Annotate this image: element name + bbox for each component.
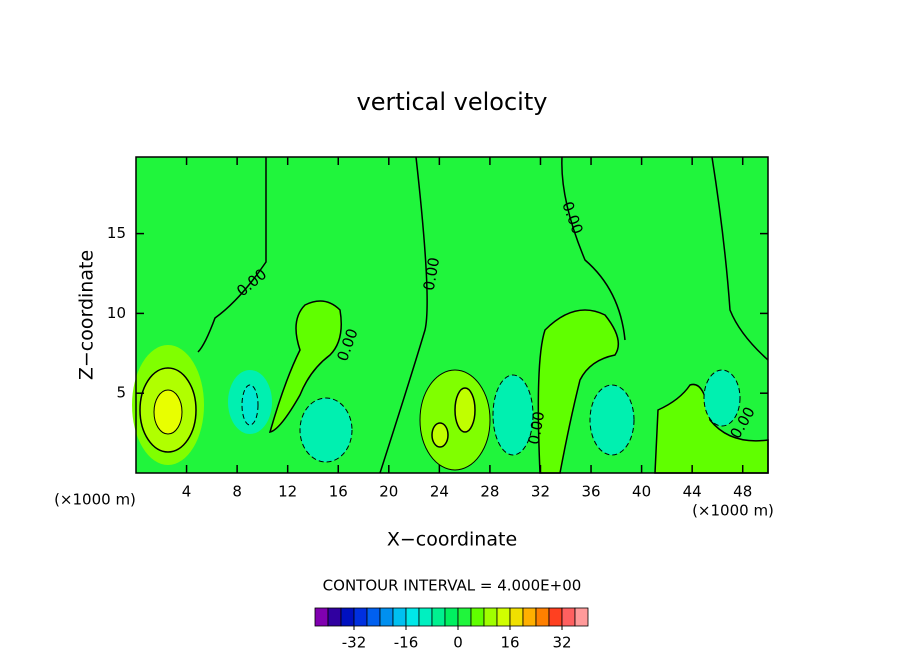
contour-interval: CONTOUR INTERVAL = 4.000E+00	[323, 577, 582, 595]
x-tick-label: 36	[581, 483, 600, 501]
x-unit-label: (×1000 m)	[692, 502, 774, 520]
colorbar-box	[522, 607, 537, 627]
colorbar-box	[457, 607, 472, 627]
colorbar-box	[561, 607, 576, 627]
region	[299, 397, 353, 463]
colorbar-box	[431, 607, 446, 627]
colorbar-tick-label: -16	[394, 634, 419, 652]
colorbar-box	[574, 607, 589, 627]
region	[153, 389, 183, 435]
x-tick-label: 44	[683, 483, 702, 501]
colorbar-tick-label: 16	[500, 634, 519, 652]
y-axis-label: Z−coordinate	[76, 250, 98, 380]
region	[431, 422, 449, 448]
x-axis-label: X−coordinate	[387, 529, 517, 551]
x-tick-label: 32	[531, 483, 550, 501]
colorbar-box	[483, 607, 498, 627]
contour-line	[711, 156, 769, 361]
x-tick-label: 16	[329, 483, 348, 501]
region	[589, 384, 635, 456]
contour-line	[197, 157, 267, 353]
region	[136, 157, 425, 473]
colorbar-box	[470, 607, 485, 627]
colorbar-box	[392, 607, 407, 627]
chart-title: vertical velocity	[357, 88, 548, 116]
plot-frame	[135, 156, 769, 474]
region	[419, 369, 491, 471]
colorbar-box	[353, 607, 368, 627]
colorbar-box	[314, 607, 329, 627]
colorbar-box	[535, 607, 550, 627]
x-tick-label: 4	[182, 483, 192, 501]
colorbar-tick-label: 0	[453, 634, 463, 652]
contour-label: 0.00	[420, 256, 444, 292]
region	[703, 369, 741, 427]
colorbar-box	[548, 607, 563, 627]
colorbar-box	[418, 607, 433, 627]
contour-label: 0.00	[525, 410, 549, 446]
region	[268, 300, 342, 433]
contour-field	[132, 156, 769, 474]
region	[454, 387, 476, 433]
region	[537, 309, 620, 474]
x-tick-label: 48	[733, 483, 752, 501]
colorbar-box	[366, 607, 381, 627]
colorbar-box	[379, 607, 394, 627]
colorbar-box	[405, 607, 420, 627]
colorbar-tick-label: 32	[552, 634, 571, 652]
x-tick-label: 24	[430, 483, 449, 501]
x-tick-label: 40	[632, 483, 651, 501]
colorbar-tick-label: -32	[342, 634, 367, 652]
colorbar-box	[340, 607, 355, 627]
contour-line	[561, 156, 626, 341]
x-tick-label: 12	[278, 483, 297, 501]
contour-line	[379, 156, 428, 474]
colorbar-box	[444, 607, 459, 627]
region	[241, 384, 259, 426]
region	[492, 374, 534, 456]
x-tick-label: 20	[379, 483, 398, 501]
colorbar-box	[327, 607, 342, 627]
x-unit-label: (×1000 m)	[54, 491, 136, 509]
colorbar-box	[509, 607, 524, 627]
y-tick-label: 15	[107, 224, 126, 242]
x-tick-label: 8	[232, 483, 242, 501]
x-tick-label: 28	[480, 483, 499, 501]
y-tick-label: 10	[107, 304, 126, 322]
y-tick-label: 5	[116, 384, 126, 402]
colorbar-box	[496, 607, 511, 627]
